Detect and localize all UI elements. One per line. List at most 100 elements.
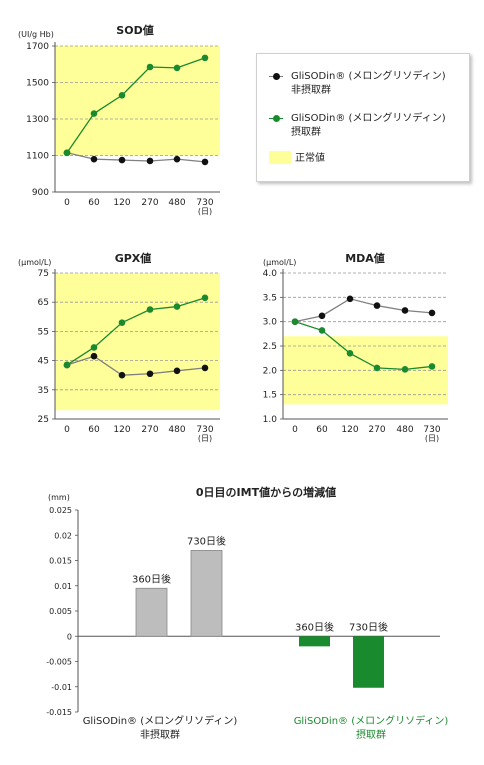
chart2-xtick-label: 480 [396,425,413,435]
chart0-ylabel: (UI/g Hb) [18,30,54,39]
chart1-series-point-0 [90,352,98,360]
chart1-series-point-1 [173,303,181,310]
bar-2 [299,636,330,647]
chart2-x-unit: (日) [425,434,439,443]
chart1-series-point-0 [173,367,181,375]
chart1-xtick-label: 270 [141,425,158,435]
chart2-xtick-label: 0 [292,425,298,435]
bar-label-3: 730日後 [349,620,388,633]
chart2-series-point-0 [401,307,409,314]
chart1-series-point-1 [201,294,209,302]
chart1-series-point-1 [118,319,126,326]
bar-group-name-1: GliSODin® (メロングリソディン) [294,714,449,727]
chart2-series-point-0 [373,302,381,309]
chart2-series-point-1 [318,327,326,334]
bar-chart-ytick-label: 0.02 [54,531,72,540]
chart0-xtick-label: 0 [64,198,70,208]
bar-chart-ytick-label: 0 [67,632,72,641]
chart1-xtick-label: 60 [88,425,100,435]
bar-label-0: 360日後 [132,572,171,585]
bar-chart-ytick-label: -0.005 [46,658,72,667]
legend-dot-treated [273,115,280,122]
legend: GliSODin® (メロングリソディン) 非摂取群 GliSODin® (メロ… [256,53,470,182]
legend-sub-control: 非摂取群 [291,85,331,96]
chart0-ytick-label: 1700 [26,42,49,52]
chart0-xtick-label: 730 [196,198,213,208]
chart0-series-point-1 [146,63,154,71]
chart1-ytick-label: 65 [38,298,49,308]
chart1-series-point-0 [118,371,126,379]
chart2-series-point-1 [373,364,381,372]
bar-chart-ylabel: (mm) [48,493,70,502]
chart2-ytick-label: 1.0 [263,415,278,425]
chart0-normal-range [55,46,220,156]
chart2-series-point-0 [318,312,326,320]
chart0-ytick-label: 1300 [26,115,49,125]
chart2-ytick-label: 4.0 [263,269,278,279]
chart2-xtick-label: 60 [316,425,328,435]
chart0-series-point-1 [90,110,98,117]
bar-chart-ytick-label: -0.015 [46,708,72,717]
chart0-series-point-0 [118,156,126,164]
chart1-normal-range [55,273,220,411]
chart0-series-point-1 [63,149,71,157]
chart2-ytick-label: 2.5 [263,342,277,352]
bar-label-1: 730日後 [187,534,226,547]
chart1-ylabel: (μmol/L) [18,258,51,267]
chart0-xtick-label: 60 [88,198,100,208]
chart2-ylabel: (μmol/L) [263,258,296,267]
legend-label-normal: 正常値 [295,153,325,164]
chart1-xtick-label: 120 [113,425,130,435]
chart2-series-point-1 [346,350,354,357]
chart2-series-point-1 [401,366,409,373]
legend-label-treated: GliSODin® (メロングリソディン) [291,113,446,124]
chart2-series-point-1 [428,363,436,370]
chart0-x-unit: (日) [198,207,212,216]
bar-0 [135,587,168,637]
chart0-series-line-1 [66,57,206,154]
chart0-ytick-label: 1500 [26,79,49,89]
chart1-series-line-0 [66,355,206,376]
chart0-series-point-0 [90,155,98,163]
bar-chart-ytick-label: 0.015 [49,557,72,566]
legend-swatch-normal [269,151,291,164]
chart2-xtick-label: 270 [368,425,385,435]
chart0-series-point-1 [118,91,126,99]
chart2-xtick-label: 730 [423,425,440,435]
chart1-series-point-0 [201,364,209,372]
chart2-ytick-label: 3.5 [263,293,277,303]
chart1-xtick-label: 730 [196,425,213,435]
chart0-ytick-label: 1100 [26,152,49,162]
legend-sub-treated: 摂取群 [291,127,321,138]
chart1-title: GPX値 [115,251,152,265]
chart0-series-point-0 [146,157,154,165]
chart1-ytick-label: 45 [38,357,49,367]
bar-chart-ytick-label: 0.005 [49,607,72,616]
bar-1 [190,550,223,637]
bar-chart-ytick-label: 0.01 [54,582,72,591]
chart1-xtick-label: 0 [64,425,70,435]
chart2-title: MDA値 [345,251,385,265]
chart1-ytick-label: 35 [38,386,49,396]
chart1-ytick-label: 55 [38,327,49,337]
chart0-series-point-1 [201,54,209,62]
chart1-x-unit: (日) [198,434,212,443]
chart2-ytick-label: 3.0 [263,318,278,328]
bar-group-name-0: GliSODin® (メロングリソディン) [83,714,238,727]
chart2-series-point-1 [291,318,299,325]
chart0-series-point-0 [173,155,181,163]
legend-label-control: GliSODin® (メロングリソディン) [291,71,446,82]
chart0-xtick-label: 480 [168,198,185,208]
chart1-ytick-label: 25 [38,415,49,425]
chart1-ytick-label: 75 [38,269,49,279]
bar-group-sub-1: 摂取群 [356,728,386,741]
chart0-ytick-label: 900 [32,188,49,198]
chart2-xtick-label: 120 [341,425,358,435]
chart1-xtick-label: 480 [168,425,185,435]
legend-dot-control [273,73,280,80]
bar-group-sub-0: 非摂取群 [140,728,180,741]
chart1-series-point-1 [146,306,154,313]
chart2-series-line-0 [294,298,433,323]
bar-chart-ytick-label: -0.01 [51,683,72,692]
